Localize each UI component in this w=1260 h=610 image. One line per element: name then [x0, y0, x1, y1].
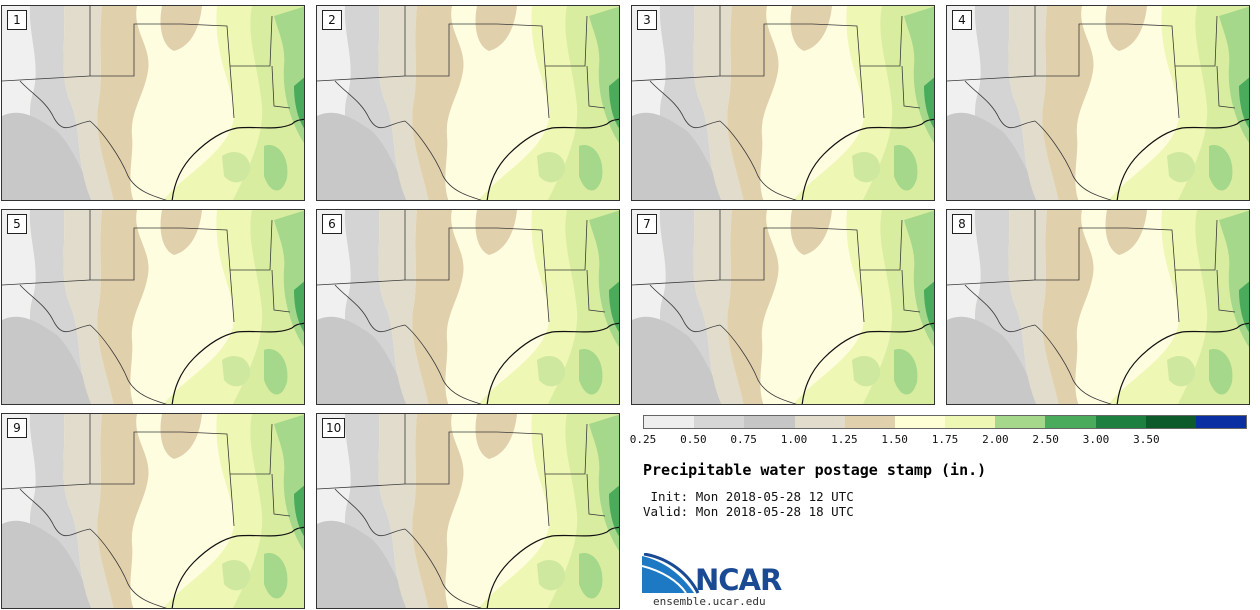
- colorbar-tick-label: 0.75: [730, 433, 757, 446]
- member-panel-6: 6: [316, 209, 620, 405]
- ncar-logo-text: NCAR: [695, 563, 782, 597]
- member-panel-5: 5: [1, 209, 305, 405]
- colorbar-segment: [694, 416, 745, 428]
- colorbar-segment: [744, 416, 795, 428]
- colorbar-tick-label: 1.25: [831, 433, 858, 446]
- precip-water-map: [2, 414, 304, 608]
- member-number-label: 2: [322, 10, 342, 30]
- member-panel-9: 9: [1, 413, 305, 609]
- precip-water-map: [632, 210, 934, 404]
- ncar-logo-icon: [642, 553, 700, 594]
- colorbar-tick-label: 3.50: [1133, 433, 1160, 446]
- colorbar-segment: [995, 416, 1046, 428]
- member-panel-2: 2: [316, 5, 620, 201]
- member-number-label: 8: [952, 214, 972, 234]
- init-time: Init: Mon 2018-05-28 12 UTC: [643, 489, 854, 504]
- precip-water-map: [317, 6, 619, 200]
- member-number-label: 5: [7, 214, 27, 234]
- colorbar-tick-label: 1.00: [780, 433, 808, 446]
- colorbar-segment: [945, 416, 996, 428]
- colorbar-tick-label: 2.00: [982, 433, 1009, 446]
- precip-water-map: [947, 6, 1249, 200]
- init-label: Init:: [643, 489, 689, 504]
- colorbar: [643, 415, 1247, 429]
- valid-value: Mon 2018-05-28 18 UTC: [695, 504, 854, 519]
- precip-water-map: [317, 210, 619, 404]
- member-panel-1: 1: [1, 5, 305, 201]
- member-panel-10: 10: [316, 413, 620, 609]
- init-value: Mon 2018-05-28 12 UTC: [695, 489, 854, 504]
- member-number-label: 1: [7, 10, 27, 30]
- member-panel-4: 4: [946, 5, 1250, 201]
- member-panel-7: 7: [631, 209, 935, 405]
- valid-label: Valid:: [643, 504, 689, 519]
- colorbar-segment: [844, 416, 895, 428]
- colorbar-tick-label: 3.00: [1082, 433, 1110, 446]
- colorbar-segment: [644, 416, 695, 428]
- colorbar-segment: [894, 416, 946, 428]
- member-number-label: 4: [952, 10, 972, 30]
- colorbar-tick-label: 0.50: [680, 433, 707, 446]
- colorbar-segment: [1095, 416, 1146, 428]
- precip-water-map: [947, 210, 1249, 404]
- colorbar-segment: [1195, 416, 1247, 428]
- colorbar-segment: [794, 416, 845, 428]
- precip-water-map: [2, 210, 304, 404]
- member-panel-8: 8: [946, 209, 1250, 405]
- member-panel-3: 3: [631, 5, 935, 201]
- colorbar-tick-label: 1.50: [881, 433, 908, 446]
- chart-title: Precipitable water postage stamp (in.): [643, 461, 987, 479]
- colorbar-tick-label: 2.50: [1032, 433, 1059, 446]
- member-number-label: 7: [637, 214, 657, 234]
- member-number-label: 9: [7, 418, 27, 438]
- colorbar-tick-label: 1.75: [931, 433, 959, 446]
- precip-water-map: [317, 414, 619, 608]
- colorbar-tick-label: 0.25: [629, 433, 657, 446]
- member-number-label: 3: [637, 10, 657, 30]
- colorbar-segment: [1145, 416, 1196, 428]
- precip-water-map: [632, 6, 934, 200]
- precip-water-map: [2, 6, 304, 200]
- member-number-label: 10: [322, 418, 346, 438]
- valid-time: Valid: Mon 2018-05-28 18 UTC: [643, 504, 854, 519]
- member-number-label: 6: [322, 214, 342, 234]
- colorbar-segment: [1045, 416, 1096, 428]
- website-url[interactable]: ensemble.ucar.edu: [653, 595, 766, 608]
